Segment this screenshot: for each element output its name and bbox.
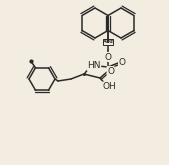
Text: O: O — [107, 66, 114, 76]
Text: O: O — [104, 52, 112, 62]
FancyBboxPatch shape — [103, 39, 113, 45]
Text: OH: OH — [102, 82, 116, 91]
Text: O: O — [118, 58, 126, 67]
Text: Abs: Abs — [103, 39, 114, 44]
Text: HN: HN — [87, 62, 101, 70]
